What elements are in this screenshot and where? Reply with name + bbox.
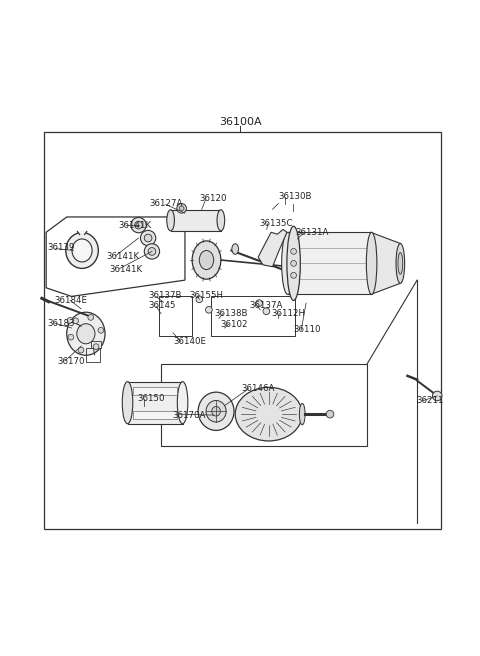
Bar [44,132,441,529]
Ellipse shape [198,392,234,430]
Text: 36183: 36183 [48,319,75,328]
Bar [161,364,367,445]
Ellipse shape [67,312,105,356]
Ellipse shape [232,244,239,255]
Bar [288,232,372,295]
Text: 36130B: 36130B [278,192,312,201]
Ellipse shape [77,323,95,344]
Circle shape [141,230,156,246]
Text: 36170A: 36170A [172,411,205,420]
Text: 36141K: 36141K [118,220,151,230]
Bar [170,210,221,231]
Text: 36102: 36102 [221,319,248,329]
Circle shape [205,306,212,313]
Circle shape [98,327,104,333]
Ellipse shape [398,253,403,274]
FancyBboxPatch shape [91,341,101,348]
Bar [211,297,295,336]
Circle shape [144,244,159,259]
Text: 36139: 36139 [48,243,75,252]
Text: 36170: 36170 [57,357,84,366]
Circle shape [131,217,146,233]
Circle shape [326,410,334,418]
Bar [128,382,182,424]
Text: 36141K: 36141K [106,252,139,260]
Text: 36155H: 36155H [190,291,224,300]
Circle shape [68,335,74,340]
Ellipse shape [366,232,377,295]
Text: 36150: 36150 [137,394,165,403]
Text: 36138B: 36138B [215,309,248,318]
Text: 36112H: 36112H [271,309,305,318]
Bar [158,297,192,336]
Text: 36131A: 36131A [295,228,328,237]
Circle shape [88,314,94,320]
Circle shape [291,249,297,255]
Text: 36100A: 36100A [219,117,261,127]
Text: 36145: 36145 [148,302,176,310]
Text: 36140E: 36140E [173,337,206,346]
Circle shape [73,318,79,323]
Ellipse shape [206,401,226,422]
Bar [133,411,177,419]
Ellipse shape [72,239,92,262]
Circle shape [177,203,186,213]
Ellipse shape [282,232,294,295]
Text: 36137A: 36137A [250,302,283,310]
Ellipse shape [192,241,221,279]
Bar [86,348,100,361]
Circle shape [78,347,84,353]
Text: 36110: 36110 [294,325,321,335]
Circle shape [93,344,99,350]
Circle shape [256,300,263,306]
Text: 36135C: 36135C [259,219,293,228]
Circle shape [144,234,152,242]
Ellipse shape [177,382,188,424]
Ellipse shape [199,251,214,270]
Ellipse shape [217,210,225,231]
Circle shape [432,391,442,401]
Text: 36120: 36120 [199,194,227,203]
Ellipse shape [167,210,174,231]
Text: 36137B: 36137B [148,291,181,300]
Circle shape [291,272,297,278]
Ellipse shape [396,243,405,283]
Circle shape [263,308,270,315]
Text: 36141K: 36141K [110,265,143,274]
Ellipse shape [122,382,133,424]
Circle shape [291,260,297,266]
Ellipse shape [235,387,302,441]
Text: 36127A: 36127A [149,199,182,208]
Text: 36184E: 36184E [54,296,87,305]
Ellipse shape [287,226,300,300]
Circle shape [148,247,156,255]
Polygon shape [371,232,400,295]
Polygon shape [258,230,287,267]
Ellipse shape [300,403,305,425]
Bar [133,387,177,395]
Ellipse shape [212,407,220,416]
Ellipse shape [66,232,98,268]
Circle shape [179,206,184,211]
Circle shape [196,296,203,302]
Text: 36146A: 36146A [241,384,275,393]
Circle shape [67,318,73,323]
Text: 36211: 36211 [416,396,444,405]
Circle shape [135,221,143,229]
